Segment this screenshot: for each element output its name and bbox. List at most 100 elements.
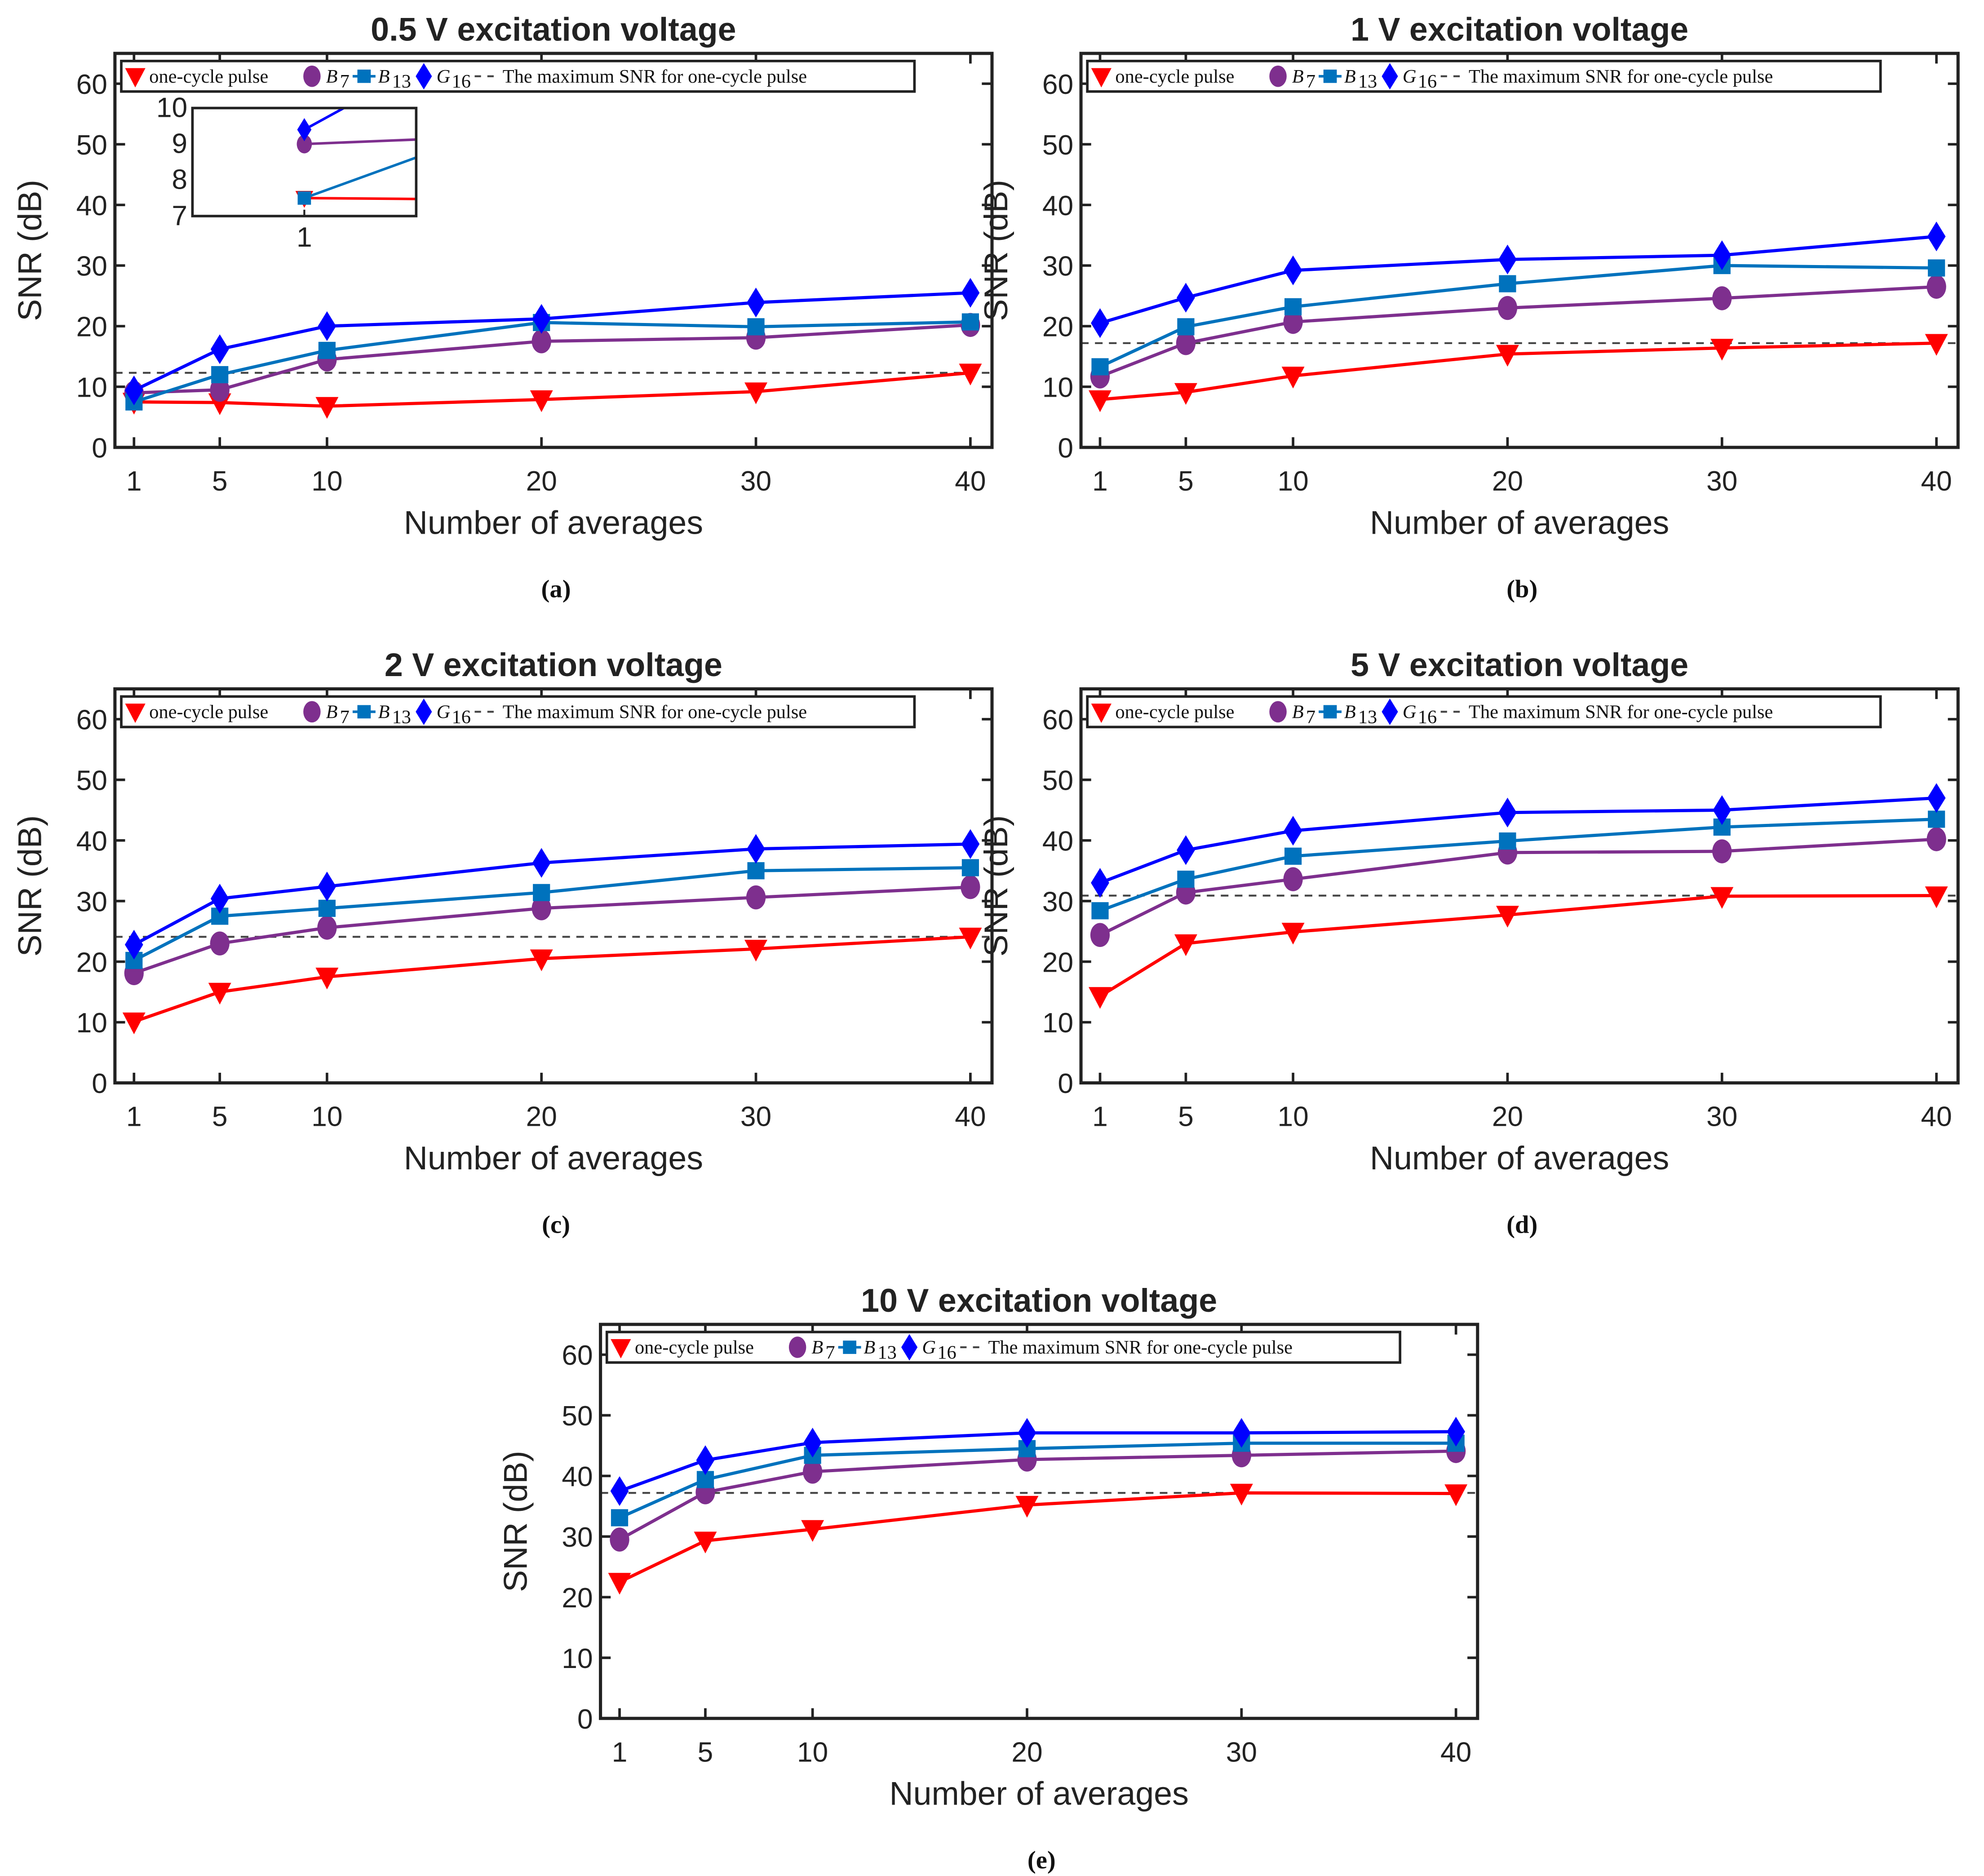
data-point-g16 <box>1447 1416 1466 1447</box>
legend-box <box>1086 695 1882 729</box>
x-tick-label: 40 <box>1921 466 1952 497</box>
data-point-b13 <box>1177 871 1195 888</box>
data-point-one_cycle <box>1496 906 1519 928</box>
y-tick-label: 50 <box>1042 130 1073 161</box>
x-tick-label: 30 <box>1706 466 1737 497</box>
x-tick-label: 1 <box>1092 466 1108 497</box>
y-tick-label: 10 <box>76 1008 107 1039</box>
legend-sub-b13: 13 <box>1358 71 1377 92</box>
series-line-b7 <box>134 323 971 394</box>
data-point-g16 <box>1713 795 1732 825</box>
data-point-b13 <box>1499 275 1516 292</box>
legend-label-max: The maximum SNR for one-cycle pulse <box>503 702 807 723</box>
data-point-one_cycle <box>744 939 768 962</box>
y-tick-label: 0 <box>1058 433 1073 464</box>
legend: one-cycle pulse B 7 B 13 G 16 The maximum SNR f… <box>605 1331 1402 1364</box>
legend-label-b7: B <box>811 1337 823 1358</box>
y-tick-label: 40 <box>1042 826 1073 857</box>
chart-panel-3: 5 V excitation voltage 0 10 20 30 40 50 60 1 5 10 2… <box>977 646 1960 1239</box>
y-tick-label: 40 <box>562 1461 593 1492</box>
y-tick-label: 60 <box>76 705 107 736</box>
data-point-b13 <box>611 1509 629 1526</box>
x-tick-label: 20 <box>526 1102 557 1133</box>
data-point-b7 <box>1283 867 1303 891</box>
x-tick-label: 1 <box>126 1102 142 1133</box>
x-tick-label: 1 <box>1092 1102 1108 1133</box>
data-point-b7 <box>1712 286 1732 310</box>
y-tick-label: 50 <box>562 1401 593 1432</box>
legend: one-cycle pulse B 7 B 13 G 16 The maximum SNR f… <box>120 59 916 93</box>
x-axis-label: Number of averages <box>404 1139 703 1177</box>
x-tick-label: 20 <box>526 466 557 497</box>
data-point-one_cycle <box>1015 1495 1039 1518</box>
data-point-b7 <box>210 931 230 956</box>
legend-label-b13: B <box>378 66 390 87</box>
data-point-b7 <box>1090 923 1110 947</box>
series-line-b7 <box>1099 837 1937 937</box>
legend-label-b7: B <box>1292 702 1304 723</box>
data-point-one_cycle <box>122 1012 146 1035</box>
data-point-g16 <box>747 288 765 318</box>
data-point-g16 <box>1927 221 1946 252</box>
axes-box <box>113 52 994 449</box>
x-tick-label: 1 <box>126 466 142 497</box>
data-point-b7 <box>210 377 230 402</box>
data-point-one_cycle <box>1174 383 1197 405</box>
y-tick-label: 40 <box>1042 190 1073 221</box>
data-point-b7 <box>1283 310 1303 334</box>
x-tick-label: 10 <box>797 1737 828 1768</box>
y-tick-label: 50 <box>1042 765 1073 796</box>
data-point-b7 <box>1497 296 1518 320</box>
data-point-g16 <box>1713 240 1732 270</box>
legend-label-b13: B <box>864 1337 875 1358</box>
legend-label-max: The maximum SNR for one-cycle pulse <box>988 1337 1293 1358</box>
series-line-one_cycle <box>133 935 971 1023</box>
data-point-g16 <box>1284 816 1302 846</box>
chart-title: 2 V excitation voltage <box>385 646 722 683</box>
data-point-one_cycle <box>1710 339 1734 361</box>
data-point-one_cycle <box>1710 887 1734 909</box>
legend-sub-g16: 16 <box>452 71 471 92</box>
legend-marker-b7 <box>303 65 321 87</box>
y-tick-label: 20 <box>562 1583 593 1614</box>
series-line-g16 <box>619 1430 1456 1493</box>
series-line-b13 <box>619 1442 1456 1519</box>
y-tick-label: 0 <box>92 1068 107 1099</box>
data-point-g16 <box>210 884 229 914</box>
chart-panel-1: 1 V excitation voltage 0 10 20 30 40 50 60 1 5 10 2… <box>977 11 1960 603</box>
legend-label-one-cycle: one-cycle pulse <box>635 1337 754 1358</box>
data-point-g16 <box>1498 244 1517 274</box>
legend-marker-g16 <box>901 1334 918 1361</box>
legend: one-cycle pulse B 7 B 13 G 16 The maximum SNR f… <box>120 695 916 729</box>
data-point-g16 <box>1498 797 1517 827</box>
data-point-one_cycle <box>608 1573 631 1595</box>
series-line-g16 <box>1099 234 1937 325</box>
series-line-b7 <box>133 885 971 975</box>
legend-sub-g16: 16 <box>1418 71 1437 92</box>
inset-chart: 7 8 9 10 1 <box>156 92 418 253</box>
inset-line-b7 <box>304 138 416 146</box>
data-point-one_cycle <box>530 949 553 971</box>
x-tick-label: 5 <box>698 1737 713 1768</box>
data-point-g16 <box>318 872 337 902</box>
data-point-g16 <box>1284 255 1302 285</box>
inset-y-tick-label: 7 <box>172 200 187 231</box>
legend-sub-b13: 13 <box>392 71 411 92</box>
data-point-b7 <box>1176 331 1196 355</box>
data-point-b13 <box>1177 318 1195 336</box>
chart-title: 10 V excitation voltage <box>861 1282 1217 1319</box>
y-tick-label: 50 <box>76 765 107 796</box>
x-tick-label: 20 <box>1492 466 1523 497</box>
series-line-one_cycle <box>1099 894 1937 998</box>
x-axis-label: Number of averages <box>1370 1139 1669 1177</box>
data-point-b13 <box>1091 902 1109 920</box>
inset-line-b13 <box>304 156 416 199</box>
inset-line-one_cycle <box>304 197 416 200</box>
data-point-g16 <box>747 834 765 864</box>
data-point-g16 <box>696 1445 715 1475</box>
legend: one-cycle pulse B 7 B 13 G 16 The maximum SNR f… <box>1086 695 1882 729</box>
x-tick-label: 40 <box>955 466 986 497</box>
chart-title: 5 V excitation voltage <box>1351 646 1688 683</box>
y-tick-label: 40 <box>76 190 107 221</box>
panel-caption: (c) <box>542 1211 570 1239</box>
